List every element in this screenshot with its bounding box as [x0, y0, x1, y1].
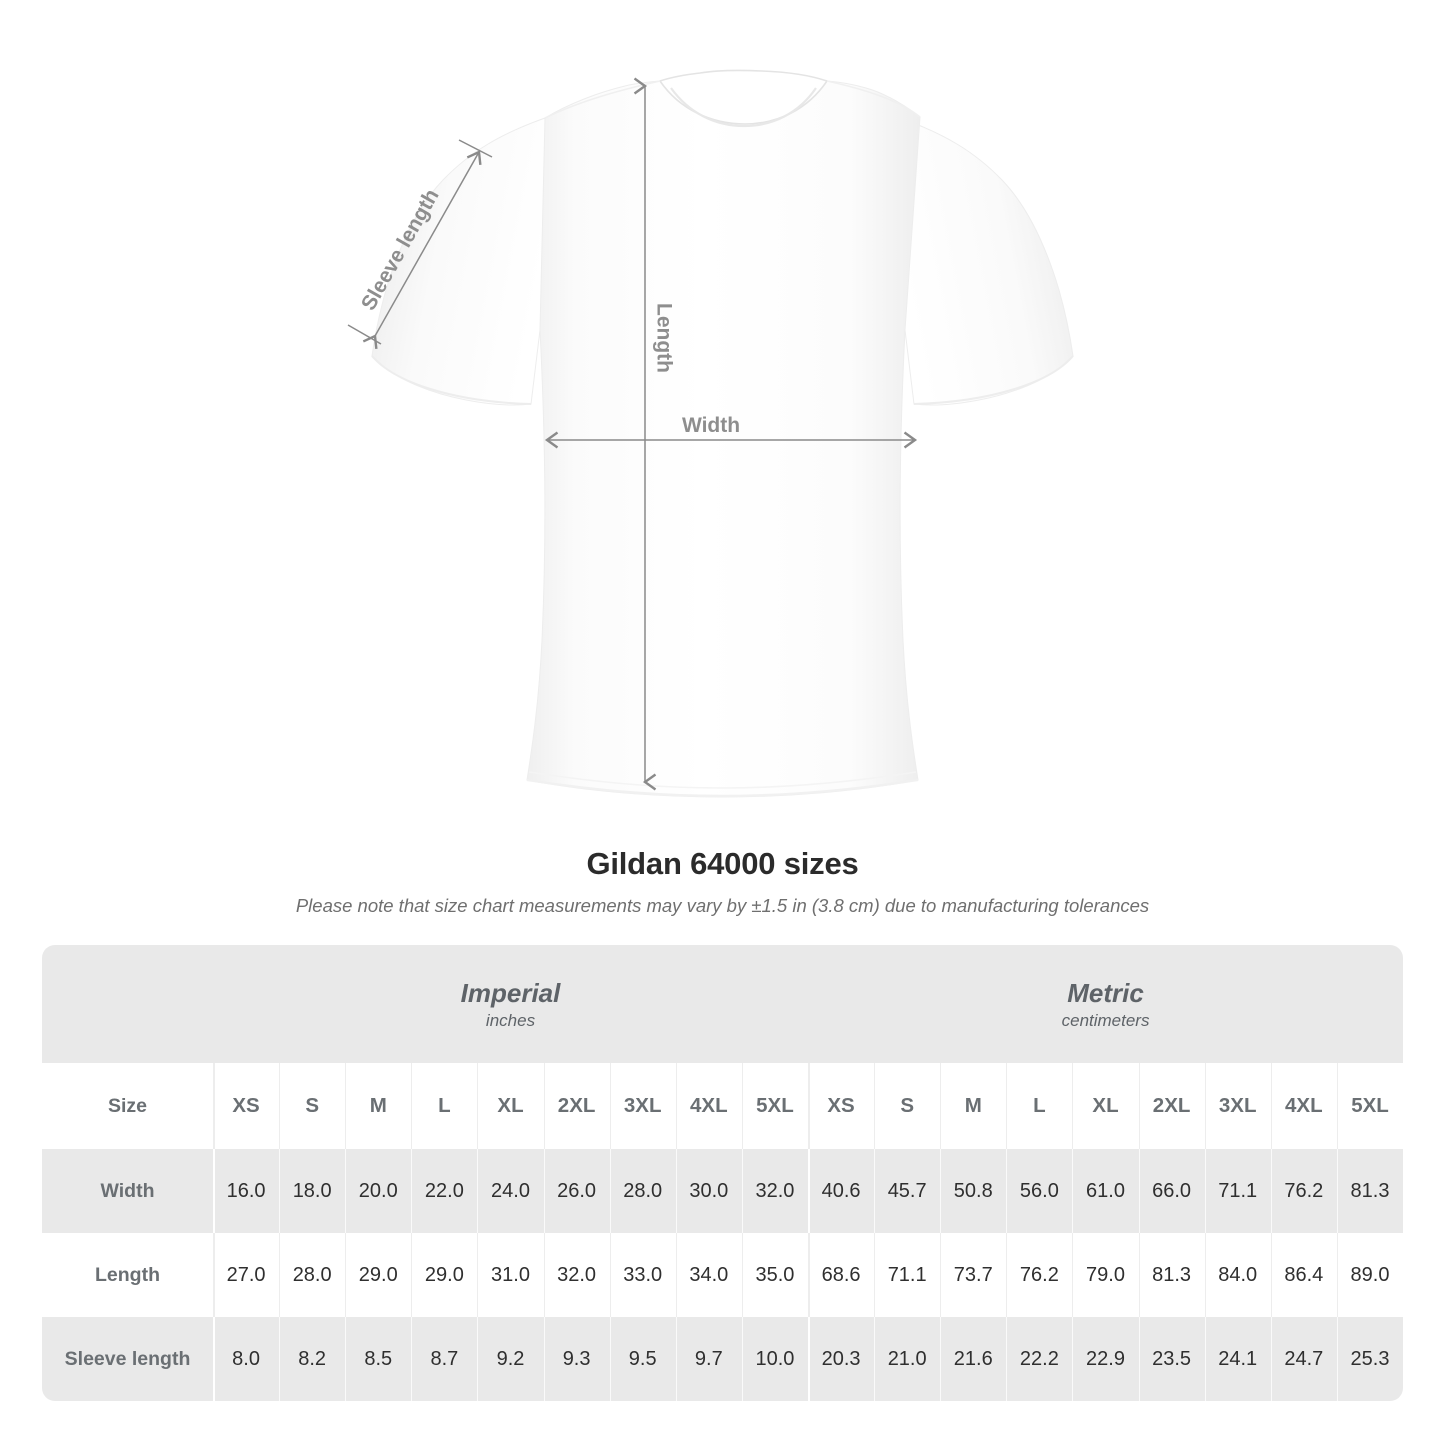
table-cell: 40.6	[808, 1149, 875, 1233]
page-title: Gildan 64000 sizes	[586, 846, 859, 881]
unit-detail-name: inches	[485, 1010, 536, 1030]
table-cell: 29.0	[411, 1233, 478, 1317]
unit-band-spacer	[42, 945, 213, 1063]
table-cell: 9.3	[543, 1317, 610, 1401]
table-row: Sleeve length 8.0 8.2 8.5 8.7 9.2 9.3 9.…	[42, 1317, 1404, 1401]
size-header-cell: 5XL	[741, 1063, 808, 1149]
table-cell: 35.0	[741, 1233, 808, 1317]
table-cell: 10.0	[741, 1317, 808, 1401]
size-header-cell: XS	[808, 1063, 875, 1149]
table-cell: 50.8	[940, 1149, 1007, 1233]
size-header-cell: 2XL	[543, 1063, 610, 1149]
table-cell: 76.2	[1270, 1149, 1337, 1233]
table-cell: 22.0	[411, 1149, 478, 1233]
table-row: Length 27.0 28.0 29.0 29.0 31.0 32.0 33.…	[42, 1233, 1404, 1317]
table-cell: 34.0	[675, 1233, 742, 1317]
table-cell: 89.0	[1336, 1233, 1404, 1317]
table-cell: 26.0	[543, 1149, 610, 1233]
table-cell: 31.0	[477, 1233, 544, 1317]
table-cell: 86.4	[1270, 1233, 1337, 1317]
table-cell: 81.3	[1138, 1233, 1205, 1317]
table-cell: 21.0	[874, 1317, 941, 1401]
table-cell: 8.5	[345, 1317, 412, 1401]
unit-band-row: Imperial inches Metric centimeters	[42, 945, 1404, 1063]
table-cell: 71.1	[874, 1233, 941, 1317]
table-cell: 24.1	[1204, 1317, 1271, 1401]
table-cell: 32.0	[543, 1233, 610, 1317]
table-cell: 73.7	[940, 1233, 1007, 1317]
table-cell: 24.7	[1270, 1317, 1337, 1401]
product-illustration: Length Width Sleeve length	[347, 69, 1074, 798]
table-row: Width 16.0 18.0 20.0 22.0 24.0 26.0 28.0…	[42, 1149, 1404, 1233]
table-cell: 29.0	[345, 1233, 412, 1317]
size-header-cell: 4XL	[675, 1063, 742, 1149]
table-cell: 79.0	[1072, 1233, 1139, 1317]
size-header-cell: 4XL	[1270, 1063, 1337, 1149]
table-cell: 20.0	[345, 1149, 412, 1233]
size-header-cell: XL	[477, 1063, 544, 1149]
unit-group-metric: Metric centimeters	[808, 945, 1404, 1063]
table-cell: 22.9	[1072, 1317, 1139, 1401]
table-cell: 61.0	[1072, 1149, 1139, 1233]
table-cell: 18.0	[279, 1149, 346, 1233]
unit-detail-name: centimeters	[1061, 1010, 1150, 1030]
unit-system-name: Imperial	[460, 977, 561, 1008]
row-header-size: Size	[42, 1063, 213, 1149]
page-subtitle: Please note that size chart measurements…	[295, 895, 1150, 916]
table-cell: 30.0	[675, 1149, 742, 1233]
table-cell: 23.5	[1138, 1317, 1205, 1401]
table-cell: 28.0	[279, 1233, 346, 1317]
size-header-cell: L	[1006, 1063, 1073, 1149]
size-header-cell: XL	[1072, 1063, 1139, 1149]
table-cell: 22.2	[1006, 1317, 1073, 1401]
size-header-cell: S	[874, 1063, 941, 1149]
row-label: Width	[42, 1149, 213, 1233]
size-header-cell: 5XL	[1336, 1063, 1404, 1149]
table-cell: 8.7	[411, 1317, 478, 1401]
table-cell: 56.0	[1006, 1149, 1073, 1233]
size-header-cell: 3XL	[609, 1063, 676, 1149]
table-cell: 8.2	[279, 1317, 346, 1401]
table-cell: 27.0	[213, 1233, 280, 1317]
size-header-cell: M	[940, 1063, 1007, 1149]
unit-group-imperial: Imperial inches	[213, 945, 808, 1063]
table-cell: 25.3	[1336, 1317, 1404, 1401]
length-label: Length	[653, 303, 676, 373]
table-cell: 24.0	[477, 1149, 544, 1233]
table-cell: 66.0	[1138, 1149, 1205, 1233]
table-cell: 71.1	[1204, 1149, 1271, 1233]
unit-system-name: Metric	[1067, 977, 1144, 1008]
size-header-cell: 2XL	[1138, 1063, 1205, 1149]
row-label: Length	[42, 1233, 213, 1317]
table-cell: 9.2	[477, 1317, 544, 1401]
table-cell: 9.5	[609, 1317, 676, 1401]
size-header-cell: M	[345, 1063, 412, 1149]
width-label: Width	[682, 414, 740, 437]
table-cell: 68.6	[808, 1233, 875, 1317]
table-cell: 9.7	[675, 1317, 742, 1401]
table-cell: 76.2	[1006, 1233, 1073, 1317]
table-cell: 20.3	[808, 1317, 875, 1401]
table-cell: 21.6	[940, 1317, 1007, 1401]
size-header-cell: 3XL	[1204, 1063, 1271, 1149]
table-cell: 16.0	[213, 1149, 280, 1233]
table-cell: 8.0	[213, 1317, 280, 1401]
width-dimension: Width	[544, 414, 918, 449]
size-header-row: Size XS S M L XL 2XL 3XL 4XL 5XL XS S M …	[42, 1063, 1404, 1149]
table-cell: 84.0	[1204, 1233, 1271, 1317]
table-cell: 28.0	[609, 1149, 676, 1233]
size-header-cell: S	[279, 1063, 346, 1149]
size-header-cell: XS	[213, 1063, 280, 1149]
size-header-cell: L	[411, 1063, 478, 1149]
table-cell: 33.0	[609, 1233, 676, 1317]
size-chart-table: Imperial inches Metric centimeters Size …	[42, 945, 1404, 1401]
table-cell: 81.3	[1336, 1149, 1404, 1233]
row-label: Sleeve length	[42, 1317, 213, 1401]
table-cell: 45.7	[874, 1149, 941, 1233]
table-cell: 32.0	[741, 1149, 808, 1233]
